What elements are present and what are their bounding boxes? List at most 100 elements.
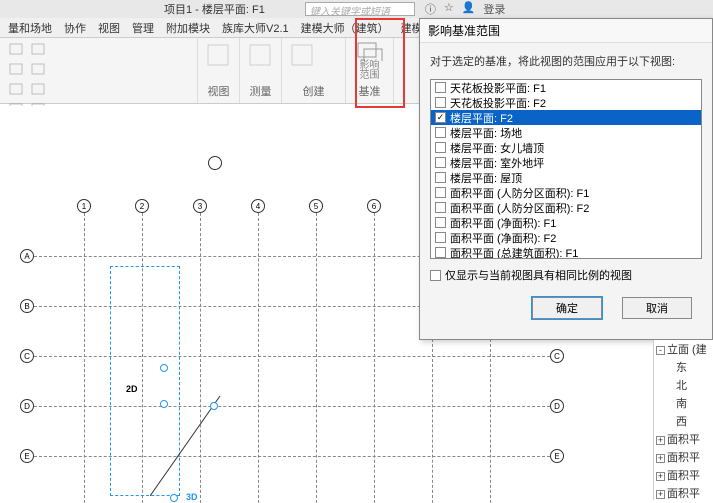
dialog-message: 对于选定的基准，将此视图的范围应用于以下视图:: [430, 53, 702, 69]
modify-tool-icon[interactable]: [28, 60, 48, 78]
modify-tool-icon[interactable]: [28, 40, 48, 58]
same-scale-checkbox[interactable]: [430, 270, 441, 281]
view-list-item[interactable]: 楼层平面: 场地: [431, 125, 701, 140]
grid-bubble-col[interactable]: 5: [309, 199, 323, 213]
doc-title: 项目1 - 楼层平面: F1: [164, 1, 265, 17]
tree-item[interactable]: 东: [654, 358, 713, 376]
tree-group[interactable]: +面积平: [654, 448, 713, 466]
ribbon-group-label: 创建: [284, 81, 343, 101]
view-list-item[interactable]: 天花板投影平面: F2: [431, 95, 701, 110]
modify-tool-icon[interactable]: [6, 40, 26, 58]
grid-bubble-row[interactable]: E: [20, 449, 34, 463]
view-list-item[interactable]: 面积平面 (人防分区面积): F2: [431, 200, 701, 215]
menu-item[interactable]: 量和场地: [2, 18, 58, 37]
grid-bubble-row[interactable]: B: [20, 299, 34, 313]
diagonal-annotation: [150, 396, 240, 496]
view-list-item[interactable]: ✓ 楼层平面: F2: [431, 110, 701, 125]
2d-label[interactable]: 2D: [126, 384, 138, 394]
drag-handle[interactable]: [210, 402, 218, 410]
ok-button[interactable]: 确定: [532, 297, 602, 319]
ribbon-group-label: 测量: [242, 81, 279, 101]
grid-bubble-row[interactable]: E: [550, 449, 564, 463]
drag-handle[interactable]: [160, 364, 168, 372]
item-checkbox[interactable]: [435, 217, 446, 228]
view-list-item[interactable]: 楼层平面: 室外地坪: [431, 155, 701, 170]
same-scale-label: 仅显示与当前视图具有相同比例的视图: [445, 267, 632, 283]
star-icon[interactable]: ☆: [444, 1, 454, 17]
info-icon[interactable]: ⓘ: [425, 1, 436, 17]
item-checkbox[interactable]: [435, 172, 446, 183]
grid-bubble-col[interactable]: 3: [193, 199, 207, 213]
drag-handle[interactable]: [160, 400, 168, 408]
ribbon-group: 影响范围基准: [346, 38, 394, 103]
menu-item[interactable]: 管理: [126, 18, 160, 37]
title-toolbar: ⓘ ☆ 👤 登录: [425, 1, 506, 17]
title-bar: 项目1 - 楼层平面: F1 键入关键字或短语 ⓘ ☆ 👤 登录: [0, 0, 713, 18]
dialog-title: 影响基准范围: [420, 19, 712, 43]
tree-group[interactable]: +面积平: [654, 484, 713, 500]
item-checkbox[interactable]: [435, 247, 446, 258]
menu-item[interactable]: 协作: [58, 18, 92, 37]
grid-bubble-row[interactable]: A: [20, 249, 34, 263]
menu-item[interactable]: 视图: [92, 18, 126, 37]
user-icon[interactable]: 👤: [462, 1, 476, 17]
item-checkbox[interactable]: [435, 232, 446, 243]
same-scale-row[interactable]: 仅显示与当前视图具有相同比例的视图: [430, 267, 702, 283]
cancel-button[interactable]: 取消: [622, 297, 692, 319]
item-checkbox[interactable]: [435, 82, 446, 93]
ribbon-tool-icon[interactable]: [204, 41, 233, 81]
item-label: 面积平面 (人防分区面积): F1: [450, 185, 589, 201]
view-list-item[interactable]: 面积平面 (净面积): F2: [431, 230, 701, 245]
modify-tool-icon[interactable]: [6, 80, 26, 98]
ribbon-tool-icon[interactable]: [246, 41, 275, 81]
view-list-item[interactable]: 楼层平面: 屋顶: [431, 170, 701, 185]
tree-group[interactable]: +面积平: [654, 466, 713, 484]
item-label: 楼层平面: F2: [450, 110, 513, 126]
grid-bubble-col[interactable]: 6: [367, 199, 381, 213]
view-list-item[interactable]: 天花板投影平面: F1: [431, 80, 701, 95]
tree-item[interactable]: 南: [654, 394, 713, 412]
grid-bubble-col[interactable]: 2: [135, 199, 149, 213]
grid-bubble-col[interactable]: 1: [77, 199, 91, 213]
item-checkbox[interactable]: ✓: [435, 112, 446, 123]
view-list-item[interactable]: 面积平面 (总建筑面积): F1: [431, 245, 701, 259]
view-list-item[interactable]: 面积平面 (净面积): F1: [431, 215, 701, 230]
menu-item[interactable]: 附加模块: [160, 18, 216, 37]
grid-bubble-row[interactable]: D: [550, 399, 564, 413]
item-checkbox[interactable]: [435, 127, 446, 138]
item-label: 面积平面 (总建筑面积): F1: [450, 245, 578, 260]
ribbon-group: 修改: [0, 38, 198, 103]
menu-item[interactable]: 建模大师（建筑）: [295, 18, 395, 37]
modify-tool-icon[interactable]: [6, 60, 26, 78]
item-label: 楼层平面: 场地: [450, 125, 522, 141]
view-list[interactable]: 天花板投影平面: F1天花板投影平面: F2✓楼层平面: F2楼层平面: 场地楼…: [430, 79, 702, 259]
item-checkbox[interactable]: [435, 157, 446, 168]
item-label: 天花板投影平面: F1: [450, 80, 546, 96]
grid-bubble-row[interactable]: C: [550, 349, 564, 363]
item-checkbox[interactable]: [435, 187, 446, 198]
login-label[interactable]: 登录: [483, 1, 505, 17]
affect-range-button[interactable]: 影响范围: [352, 41, 387, 81]
view-list-item[interactable]: 面积平面 (人防分区面积): F1: [431, 185, 701, 200]
item-checkbox[interactable]: [435, 202, 446, 213]
menu-item[interactable]: 族库大师V2.1: [216, 18, 295, 37]
ribbon-group: 视图: [198, 38, 240, 103]
tree-item[interactable]: 西: [654, 412, 713, 430]
project-browser[interactable]: -立面 (建东北南西+面积平+面积平+面积平+面积平图例明细表图纸 (: [653, 340, 713, 500]
grid-bubble[interactable]: [208, 156, 222, 170]
item-checkbox[interactable]: [435, 97, 446, 108]
tree-header[interactable]: -立面 (建: [654, 340, 713, 358]
drag-handle[interactable]: [170, 494, 178, 502]
grid-bubble-col[interactable]: 4: [251, 199, 265, 213]
modify-tool-icon[interactable]: [28, 80, 48, 98]
ribbon-group-label: 视图: [200, 81, 237, 101]
item-label: 天花板投影平面: F2: [450, 95, 546, 111]
view-list-item[interactable]: 楼层平面: 女儿墙顶: [431, 140, 701, 155]
grid-bubble-row[interactable]: D: [20, 399, 34, 413]
search-input[interactable]: 键入关键字或短语: [305, 2, 415, 16]
tree-item[interactable]: 北: [654, 376, 713, 394]
ribbon-tool-icon[interactable]: [288, 41, 324, 81]
tree-group[interactable]: +面积平: [654, 430, 713, 448]
grid-bubble-row[interactable]: C: [20, 349, 34, 363]
item-checkbox[interactable]: [435, 142, 446, 153]
